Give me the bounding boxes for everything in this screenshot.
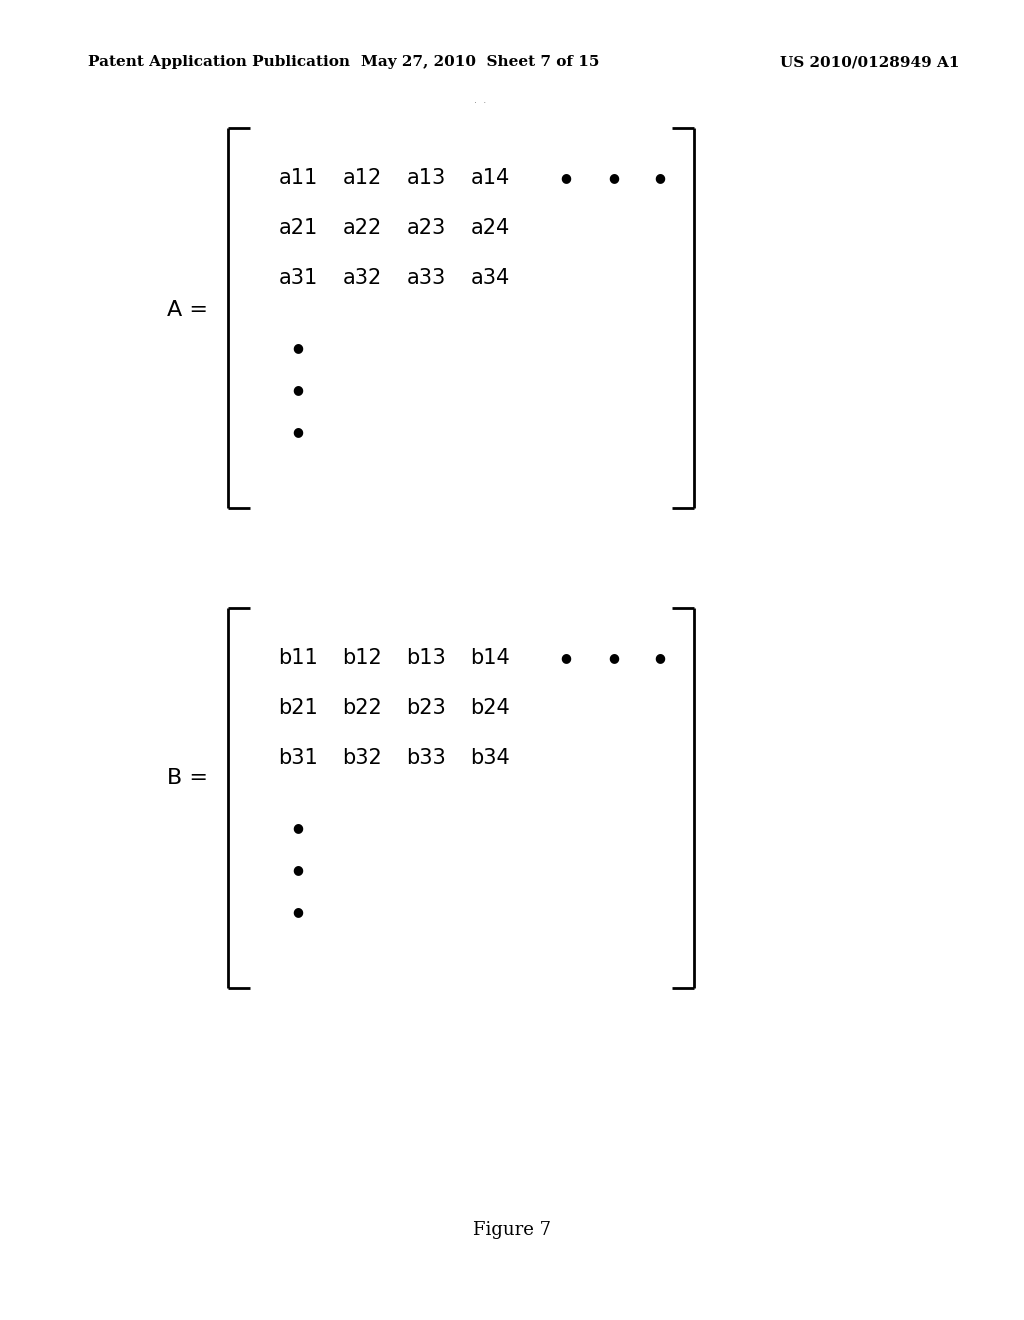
Text: ●: ● xyxy=(608,652,620,664)
Text: b21: b21 xyxy=(279,698,317,718)
Text: ●: ● xyxy=(293,425,303,438)
Text: a24: a24 xyxy=(470,218,510,238)
Text: b22: b22 xyxy=(342,698,382,718)
Text: a13: a13 xyxy=(407,168,445,187)
Text: US 2010/0128949 A1: US 2010/0128949 A1 xyxy=(780,55,961,69)
Text: a32: a32 xyxy=(342,268,382,288)
Text: a11: a11 xyxy=(279,168,317,187)
Text: ●: ● xyxy=(293,821,303,834)
Text: b13: b13 xyxy=(407,648,445,668)
Text: b11: b11 xyxy=(279,648,317,668)
Text: ●: ● xyxy=(608,172,620,185)
Text: May 27, 2010  Sheet 7 of 15: May 27, 2010 Sheet 7 of 15 xyxy=(360,55,599,69)
Text: Figure 7: Figure 7 xyxy=(473,1221,551,1239)
Text: a14: a14 xyxy=(470,168,510,187)
Text: b12: b12 xyxy=(342,648,382,668)
Text: b32: b32 xyxy=(342,748,382,768)
Text: b24: b24 xyxy=(470,698,510,718)
Text: ●: ● xyxy=(560,652,571,664)
Text: a12: a12 xyxy=(342,168,382,187)
Text: ●: ● xyxy=(560,172,571,185)
Text: ●: ● xyxy=(293,863,303,876)
Text: a34: a34 xyxy=(470,268,510,288)
Text: a22: a22 xyxy=(342,218,382,238)
Text: B =: B = xyxy=(167,768,208,788)
Text: a21: a21 xyxy=(279,218,317,238)
Text: a23: a23 xyxy=(407,218,445,238)
Text: a31: a31 xyxy=(279,268,317,288)
Text: ●: ● xyxy=(293,906,303,919)
Text: ●: ● xyxy=(654,172,666,185)
Text: ·  ·: · · xyxy=(474,98,486,108)
Text: b23: b23 xyxy=(407,698,445,718)
Text: b33: b33 xyxy=(407,748,445,768)
Text: a33: a33 xyxy=(407,268,445,288)
Text: b31: b31 xyxy=(279,748,317,768)
Text: ●: ● xyxy=(654,652,666,664)
Text: Patent Application Publication: Patent Application Publication xyxy=(88,55,350,69)
Text: b34: b34 xyxy=(470,748,510,768)
Text: ●: ● xyxy=(293,384,303,396)
Text: b14: b14 xyxy=(470,648,510,668)
Text: A =: A = xyxy=(167,300,208,319)
Text: ●: ● xyxy=(293,342,303,355)
